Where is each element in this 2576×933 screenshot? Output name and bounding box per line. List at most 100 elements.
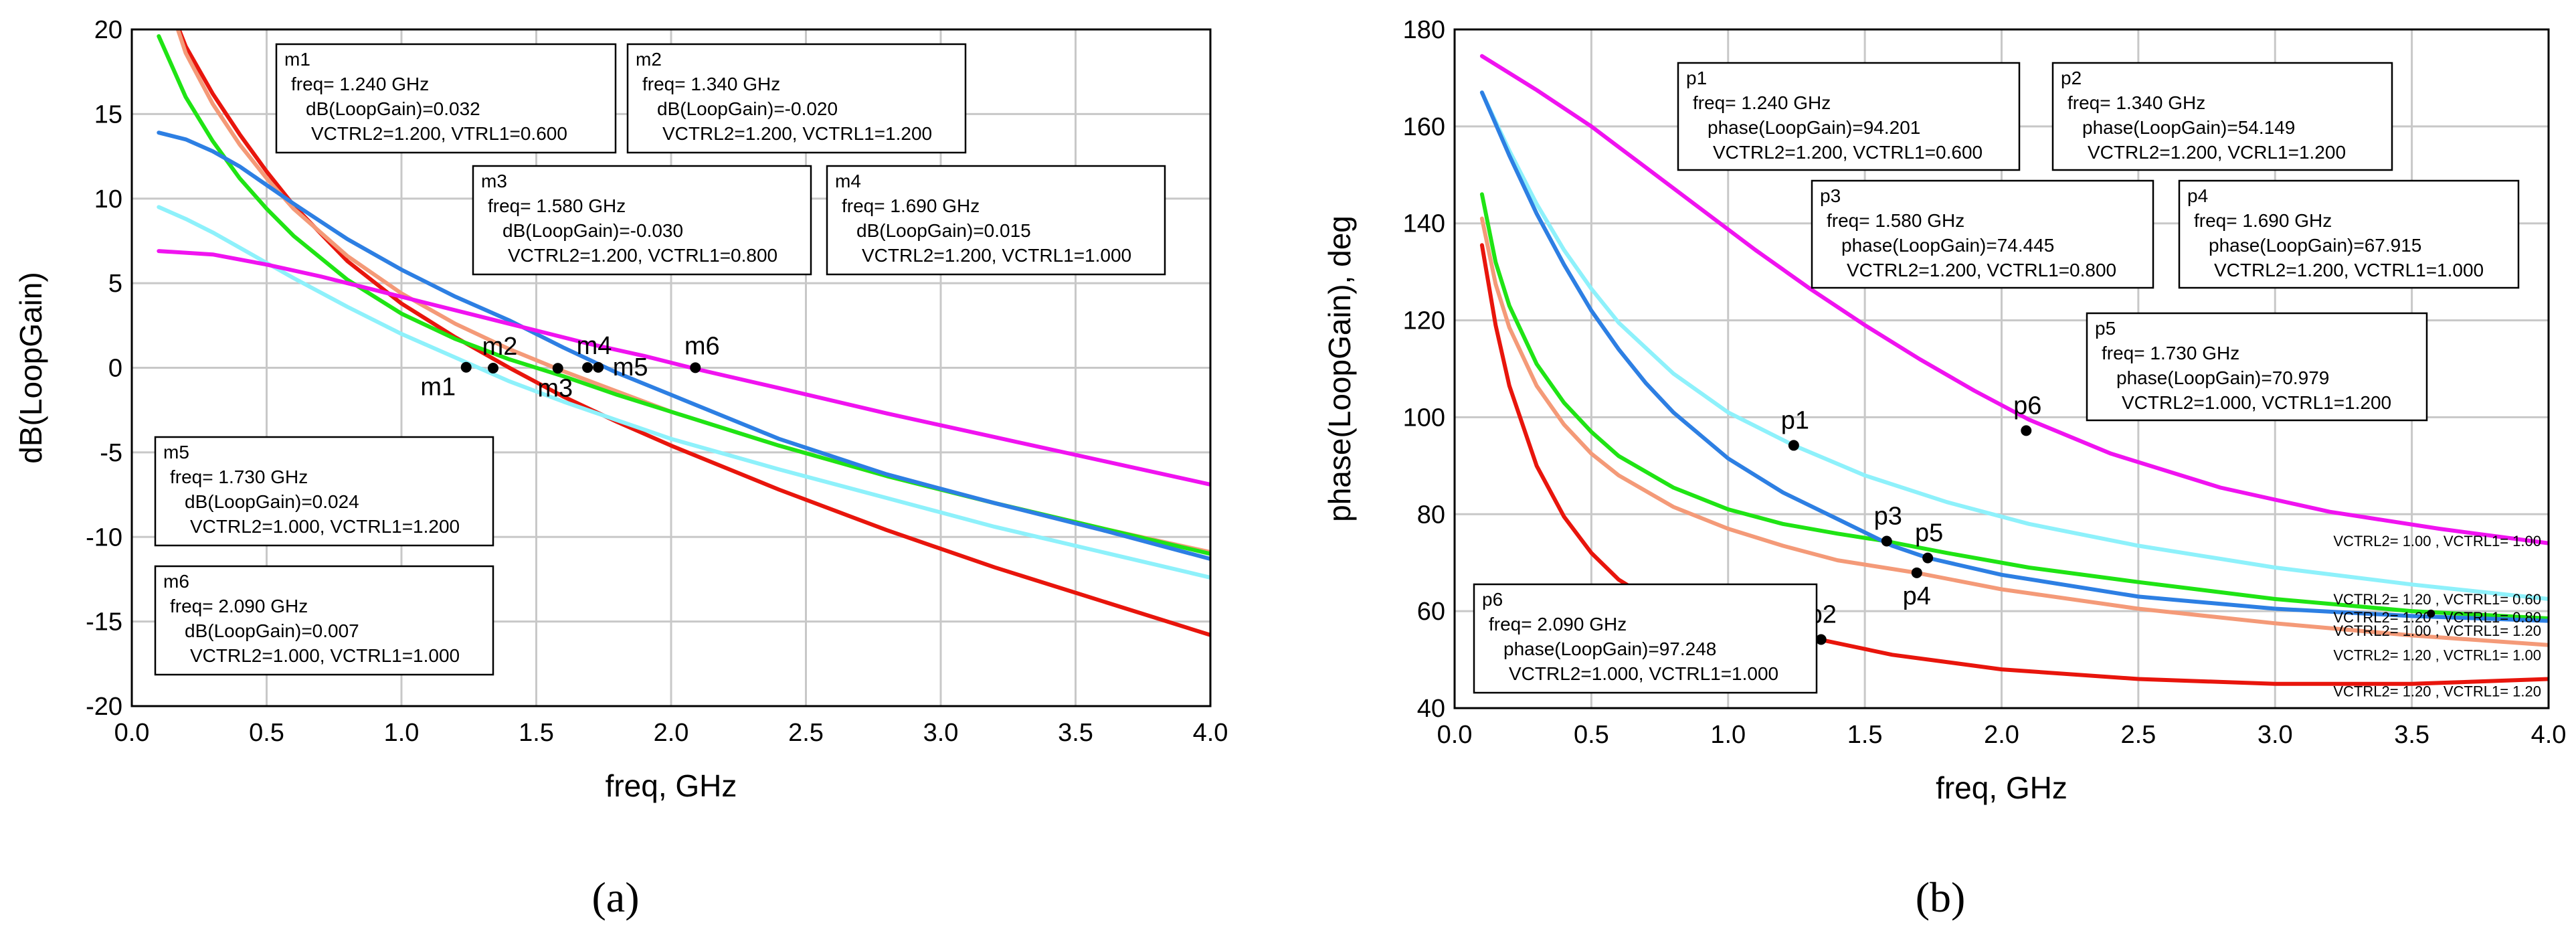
x-tick-label: 4.0 — [2531, 721, 2567, 749]
plot-frame — [130, 28, 1212, 707]
annotation-box-p3: p3 freq= 1.580 GHz phase(LoopGain)=74.445 V… — [1811, 179, 2154, 289]
annotation-box-m1: m1 freq= 1.240 GHz dB(LoopGain)=0.032 VCTRL… — [275, 43, 617, 154]
x-tick-label: 2.0 — [1984, 721, 2019, 749]
marker-p5 — [1922, 552, 1934, 564]
plot-frame — [1453, 28, 2550, 709]
series-line-blue — [1479, 90, 2549, 623]
series-line-magenta — [1479, 54, 2549, 545]
annotation-frame — [154, 565, 494, 676]
y-axis-label: dB(LoopGain) — [13, 272, 48, 463]
annotation-box-p4: p4 freq= 1.690 GHz phase(LoopGain)=67.915 V… — [2178, 179, 2520, 289]
annotation-line: phase(LoopGain)=70.979 — [2116, 367, 2329, 388]
annotation-box-p5: p5 freq= 1.730 GHz phase(LoopGain)=70.979 V… — [2086, 312, 2428, 422]
annotation-line: p6 — [1482, 589, 1503, 610]
y-tick-label: 140 — [1403, 210, 1445, 238]
y-tick-label: -5 — [100, 439, 122, 467]
annotation-line: VCTRL2=1.000, VCTRL1=1.000 — [1509, 663, 1778, 684]
marker-label: m2 — [482, 333, 518, 361]
annotation-line: freq= 1.730 GHz — [170, 466, 308, 487]
annotation-frame — [2086, 312, 2428, 422]
marker-label: m4 — [577, 332, 612, 360]
annotation-line: VCTRL2=1.000, VCTRL1=1.000 — [190, 645, 460, 666]
annotation-line: m4 — [835, 171, 861, 191]
annotation-line: m3 — [481, 171, 507, 191]
annotation-line: dB(LoopGain)=0.024 — [185, 491, 359, 512]
annotation-line: m1 — [284, 49, 310, 70]
y-tick-label: 100 — [1403, 404, 1445, 432]
marker-m1 — [460, 361, 472, 373]
annotation-line: dB(LoopGain)=0.007 — [185, 620, 359, 641]
annotation-line: phase(LoopGain)=54.149 — [2082, 117, 2295, 138]
x-tick-label: 3.0 — [923, 719, 959, 747]
marker-label: m3 — [537, 374, 573, 402]
series-line-blue — [157, 131, 1210, 562]
annotation-line: VCTRL2=1.200, VCTRL1=0.600 — [1713, 142, 1983, 163]
series-group — [157, 29, 1210, 637]
annotation-line: VCTRL2=1.200, VCRL1=1.200 — [2088, 142, 2346, 163]
y-tick-label: 20 — [94, 16, 122, 44]
x-tick-label: 1.5 — [1847, 721, 1883, 749]
y-tick-label: 5 — [108, 270, 122, 298]
annotation-line: freq= 1.690 GHz — [2194, 210, 2332, 231]
annotation-line: freq= 2.090 GHz — [170, 596, 308, 616]
annotation-line: VCTRL2=1.000, VCTRL1=1.200 — [2122, 392, 2391, 413]
y-tick-label: 180 — [1403, 16, 1445, 44]
marker-label: p3 — [1874, 503, 1902, 531]
marker-p6 — [2021, 425, 2032, 436]
annotation-line: m5 — [163, 442, 189, 462]
marker-label: m5 — [613, 353, 648, 381]
legend-label-salmon: VCTRL2= 1.20 , VCTRL1= 1.00 — [2333, 647, 2541, 663]
marker-m4 — [582, 362, 593, 373]
annotation-line: p1 — [1686, 68, 1707, 88]
series-line-cyan — [157, 205, 1210, 580]
annotation-line: freq= 1.730 GHz — [2102, 343, 2239, 363]
x-tick-label: 0.5 — [1574, 721, 1609, 749]
annotation-line: VCTRL2=1.200, VCTRL1=1.000 — [862, 245, 1131, 266]
annotation-frame — [154, 436, 494, 547]
annotation-line: VCTRL2=1.200, VCTRL1=1.200 — [662, 123, 932, 144]
x-tick-label: 2.5 — [788, 719, 824, 747]
annotation-line: VCTRL2=1.200, VTRL1=0.600 — [311, 123, 567, 144]
annotation-box-p6: p6 freq= 2.090 GHz phase(LoopGain)=97.248 V… — [1473, 583, 1818, 694]
marker-m5 — [593, 361, 604, 373]
marker-label: p4 — [1903, 582, 1931, 610]
annotation-frame — [472, 165, 812, 276]
marker-p4 — [1911, 567, 1922, 578]
y-axis-label: phase(LoopGain), deg — [1322, 216, 1357, 522]
annotation-line: dB(LoopGain)=0.015 — [856, 220, 1031, 241]
marker-p3 — [1881, 535, 1892, 547]
marker-label: p6 — [2013, 392, 2041, 420]
annotation-frame — [626, 43, 967, 154]
legend-label-cyan: VCTRL2= 1.20 , VCTRL1= 0.60 — [2333, 591, 2541, 608]
legend-label-red: VCTRL2= 1.20 , VCTRL1= 1.20 — [2333, 683, 2541, 700]
annotation-box-m5: m5 freq= 1.730 GHz dB(LoopGain)=0.024 VCTRL… — [154, 436, 494, 547]
y-tick-label: 80 — [1417, 501, 1445, 529]
annotation-line: dB(LoopGain)=-0.020 — [657, 98, 838, 119]
annotation-line: freq= 2.090 GHz — [1489, 614, 1627, 634]
subfigure-label: (a) — [591, 873, 639, 921]
subfigure-label: (b) — [1916, 873, 1966, 921]
x-tick-label: 1.0 — [1710, 721, 1746, 749]
annotation-line: p2 — [2061, 68, 2082, 88]
marker-m2 — [488, 363, 499, 374]
annotation-line: m2 — [636, 49, 662, 70]
marker-label: m1 — [420, 373, 456, 402]
annotation-line: VCTRL2=1.200, VCTRL1=1.000 — [2214, 260, 2484, 280]
annotation-frame — [826, 165, 1166, 276]
series-line-salmon — [1479, 216, 2549, 647]
annotation-line: VCTRL2=1.000, VCTRL1=1.200 — [190, 516, 460, 537]
x-axis-label: freq, GHz — [1936, 770, 2067, 805]
y-tick-label: 15 — [94, 100, 122, 129]
annotation-line: phase(LoopGain)=94.201 — [1708, 117, 1920, 138]
annotation-frame — [2051, 62, 2393, 171]
annotation-line: freq= 1.340 GHz — [2067, 92, 2205, 113]
annotation-line: dB(LoopGain)=-0.030 — [502, 220, 683, 241]
annotation-frame — [1677, 62, 2021, 171]
chart-a: 0.0 0.5 1.0 1.5 2.0 2.5 3.0 3.5 4.0 20 15 10 5 0 -5 -10… — [13, 16, 1228, 921]
x-tick-label: 0.0 — [114, 719, 150, 747]
y-tick-label: -20 — [86, 693, 122, 721]
x-axis-label: freq, GHz — [606, 768, 737, 803]
x-tick-label: 0.0 — [1437, 721, 1473, 749]
y-tick-label: 60 — [1417, 598, 1445, 626]
marker-m6 — [690, 362, 701, 373]
